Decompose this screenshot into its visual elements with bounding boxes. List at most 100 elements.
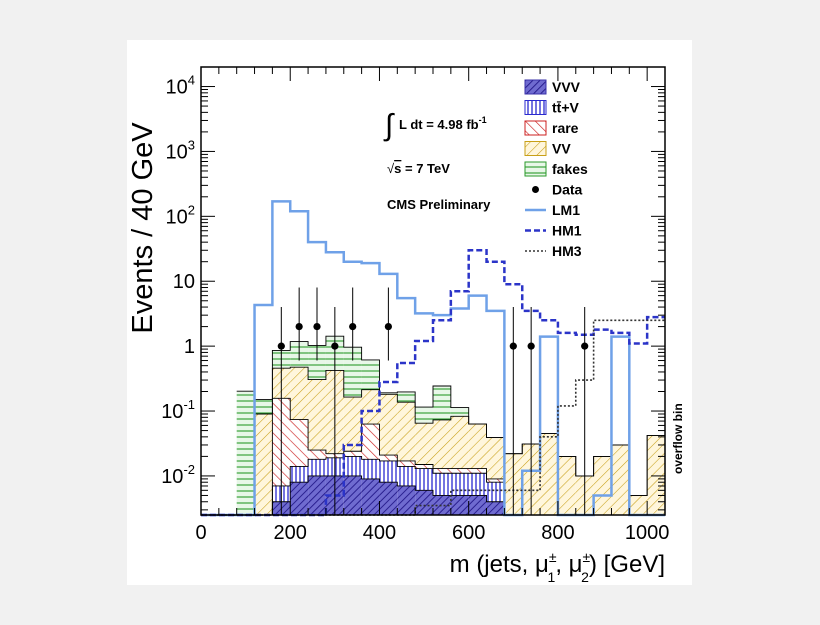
line-hm3 <box>201 319 665 516</box>
bar-vv-600 <box>468 424 487 469</box>
lumi-label: L dt = 4.98 fb-1 <box>399 115 487 132</box>
bar-vvv-600 <box>468 495 487 515</box>
bar-vv-800 <box>557 456 576 515</box>
y-tick-label-10: 10 <box>173 271 195 293</box>
bar-rare-640 <box>486 478 505 483</box>
legend-label-data: Data <box>552 182 583 198</box>
y-tick-base: 10 <box>166 206 188 228</box>
legend-label-lm1: LM1 <box>552 202 580 218</box>
y-tick-label-10000: 104 <box>166 73 195 99</box>
data-point-220 <box>295 322 303 331</box>
bar-rare-320 <box>343 451 362 457</box>
x-axis-label-pm-1: ± <box>549 549 557 565</box>
bar-vv-960 <box>629 495 648 515</box>
legend-swatch-fakes <box>524 161 547 177</box>
legend-swatch-rare <box>524 120 547 136</box>
bar-fakes-120 <box>254 399 273 414</box>
legend-label-hm1: HM1 <box>552 223 582 239</box>
bar-fakes-80 <box>236 391 255 515</box>
legend-label-fakes: fakes <box>552 161 588 177</box>
y-tick-base: 10 <box>166 141 188 163</box>
x-tick-label-400: 400 <box>363 522 396 544</box>
y-axis-label: Events / 40 GeV <box>127 122 159 334</box>
data-point-420 <box>384 322 392 331</box>
y-tick-label-100: 102 <box>166 202 195 228</box>
bar-rare-240 <box>308 450 326 460</box>
bar-fakes-320 <box>343 347 362 398</box>
y-tick-base: 10 <box>161 466 183 488</box>
energy-label: √s = 7 TeV <box>387 161 450 176</box>
energy-s: s <box>394 161 401 176</box>
bar-ttv-520 <box>433 473 451 496</box>
line-hm1 <box>201 249 665 517</box>
bar-ttv-240 <box>308 459 326 476</box>
bar-ttv-400 <box>379 460 398 483</box>
bar-ttv-600 <box>468 473 487 496</box>
bar-vv-240 <box>308 379 326 451</box>
annotations: ∫ L dt = 4.98 fb-1 √s = 7 TeV CMS Prelim… <box>383 109 685 474</box>
bar-vvv-200 <box>290 482 309 515</box>
bar-vv-760 <box>540 433 558 515</box>
bar-vvv-440 <box>397 485 416 515</box>
legend-marker-data <box>532 186 539 193</box>
x-axis-label-prefix: m (jets, <box>450 551 535 578</box>
bar-vv-640 <box>486 437 505 479</box>
legend-swatch-ttv <box>524 100 547 115</box>
bar-vvv-640 <box>486 501 505 515</box>
data-point-340 <box>349 322 357 331</box>
y-tick-base: 10 <box>166 77 188 99</box>
x-axis-label-pm-2: ± <box>582 549 590 565</box>
bar-rare-360 <box>361 424 380 460</box>
legend-label-ttv: tt̄+V <box>552 99 580 115</box>
y-tick-label-1: 1 <box>184 336 195 358</box>
bar-fakes-400 <box>379 392 398 395</box>
bar-vv-120 <box>254 413 273 515</box>
x-tick-label-0: 0 <box>195 522 206 544</box>
bar-fakes-440 <box>397 391 416 403</box>
x-axis-label-sub-2: 2 <box>581 569 589 585</box>
fakes-histogram <box>236 336 469 515</box>
x-axis-label: m (jets, μ± 1, μ± 2) [GeV] <box>450 549 665 585</box>
bar-ttv-640 <box>486 482 505 502</box>
bar-rare-480 <box>415 464 433 469</box>
bar-rare-560 <box>450 468 469 474</box>
bar-ttv-480 <box>415 468 433 491</box>
x-axis-label-sep: , <box>555 551 568 578</box>
data-point-700 <box>509 342 517 350</box>
x-tick-label-600: 600 <box>452 522 485 544</box>
y-tick-exponent: 3 <box>188 137 195 152</box>
bar-fakes-360 <box>361 359 380 390</box>
bar-vv-520 <box>433 419 451 469</box>
data-points <box>277 287 589 515</box>
legend-label-vvv: VVV <box>552 79 581 95</box>
y-tick-label-0.01: 10-2 <box>161 462 195 488</box>
bar-vv-200 <box>290 367 309 420</box>
x-axis-label-mu-1: μ <box>535 551 549 578</box>
data-point-300 <box>331 342 339 350</box>
bar-rare-600 <box>468 468 487 474</box>
bar-rare-520 <box>433 468 451 474</box>
y-tick-exponent: -2 <box>183 462 195 477</box>
bar-vvv-320 <box>343 475 362 515</box>
cms-preliminary-label: CMS Preliminary <box>387 197 491 212</box>
bar-vv-360 <box>361 389 380 425</box>
bar-vv-920 <box>611 444 630 515</box>
legend-swatch-vv <box>524 141 547 156</box>
bar-ttv-440 <box>397 466 416 486</box>
bar-vvv-520 <box>433 495 451 515</box>
bar-vv-400 <box>379 394 398 456</box>
bar-vv-320 <box>343 397 362 452</box>
legend-label-rare: rare <box>552 120 579 136</box>
data-point-740 <box>527 342 535 350</box>
y-tick-base: 10 <box>161 401 183 423</box>
fakes-outline <box>236 335 665 496</box>
overflow-bin-label: overflow bin <box>671 403 685 474</box>
energy-rest: = 7 TeV <box>401 161 450 176</box>
bar-vvv-400 <box>379 482 398 515</box>
bar-rare-200 <box>290 419 309 467</box>
stacked-histograms <box>236 335 665 516</box>
y-tick-exponent: 2 <box>188 202 195 217</box>
bar-ttv-560 <box>450 473 469 496</box>
chart-panel: 0 200 400 600 800 1000 10-2 10-1 1 10 102 103 104 Ev… <box>127 40 692 585</box>
y-tick-exponent: 4 <box>188 73 195 88</box>
